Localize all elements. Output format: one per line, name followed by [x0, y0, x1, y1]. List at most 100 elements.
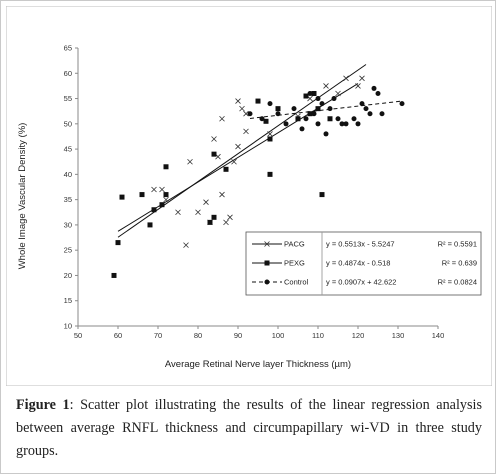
point-pacg	[335, 90, 341, 97]
point-control	[399, 101, 405, 107]
point-control	[355, 121, 361, 127]
point-pexg	[303, 93, 309, 99]
point-control	[359, 101, 365, 107]
point-control	[327, 106, 333, 112]
point-pexg	[307, 111, 313, 117]
caption-label: Figure 1	[16, 397, 70, 413]
y-tick-label: 60	[64, 69, 72, 78]
y-tick-label: 45	[64, 145, 72, 154]
point-control	[283, 121, 289, 127]
point-control	[343, 121, 349, 127]
point-control	[363, 106, 369, 112]
point-pacg	[211, 136, 217, 142]
legend-series-name: PEXG	[284, 259, 305, 268]
point-control	[331, 96, 337, 102]
point-control	[315, 121, 321, 127]
x-tick-label: 110	[312, 331, 324, 340]
point-pexg	[111, 272, 117, 278]
point-control	[311, 111, 317, 117]
x-tick-label: 70	[154, 331, 162, 340]
y-tick-label: 25	[64, 246, 72, 255]
legend-equation: y = 0.4874x - 0.518	[326, 259, 390, 268]
point-pacg	[227, 214, 233, 221]
x-tick-label: 60	[114, 331, 122, 340]
point-pacg	[195, 209, 201, 216]
point-pacg	[235, 143, 241, 150]
legend-equation: y = 0.0907x + 42.622	[326, 278, 396, 287]
point-pexg	[263, 118, 269, 124]
point-pexg	[223, 166, 229, 172]
y-tick-label: 30	[64, 220, 72, 229]
x-tick-label: 50	[74, 331, 82, 340]
y-tick-label: 35	[64, 195, 72, 204]
point-pacg	[187, 158, 193, 165]
point-pacg	[323, 83, 329, 89]
point-pexg	[163, 164, 169, 170]
x-axis-label: Average Retinal Nerve layer Thickness (µ…	[165, 359, 351, 370]
y-tick-label: 15	[64, 296, 72, 305]
y-tick-label: 55	[64, 94, 72, 103]
point-pacg	[343, 75, 349, 82]
point-pexg	[207, 219, 213, 225]
point-control	[379, 111, 385, 117]
trendline-control	[249, 100, 403, 119]
legend: PACG y = 0.5513x - 5.5247 R² = 0.5591 PEXG y…	[245, 231, 482, 296]
x-tick-label: 100	[272, 331, 285, 340]
point-pexg	[319, 192, 325, 198]
point-control	[375, 90, 381, 96]
x-tick-label: 130	[392, 331, 405, 340]
point-pacg	[159, 186, 165, 193]
figure-caption: Figure 1: Scatter plot illustrating the …	[16, 394, 482, 463]
legend-series-name: Control	[284, 278, 309, 287]
point-pacg	[355, 83, 361, 89]
y-tick-label: 20	[64, 271, 72, 280]
point-control	[351, 116, 357, 122]
legend-series-name: PACG	[284, 240, 305, 249]
point-pacg	[231, 158, 237, 165]
chart-border	[6, 6, 492, 386]
point-control	[323, 131, 329, 137]
point-pacg	[219, 191, 225, 198]
trendline-pacg	[117, 64, 367, 238]
point-control	[307, 90, 313, 96]
point-control	[267, 101, 273, 107]
legend-marker-x	[264, 241, 270, 247]
caption-text: : Scatter plot illustrating the results …	[16, 397, 482, 459]
y-axis-label: Whole Image Vascular Density (%)	[17, 123, 28, 270]
point-control	[335, 116, 341, 122]
y-tick-label: 50	[64, 119, 72, 128]
point-pexg	[267, 171, 273, 177]
point-pexg	[315, 106, 321, 112]
point-control	[339, 121, 345, 127]
x-tick-label: 80	[194, 331, 202, 340]
point-control	[367, 111, 373, 117]
point-pacg	[239, 105, 245, 112]
legend-r2: R² = 0.639	[442, 259, 477, 268]
axes: 50 60 70 80 90 100 110 120 130 140 10 15 20 25 30 35 40 4…	[64, 44, 445, 341]
point-pacg	[203, 199, 209, 205]
point-pexg	[211, 151, 217, 157]
y-tick-label: 10	[64, 322, 72, 331]
legend-marker-circle	[264, 279, 270, 285]
legend-equation: y = 0.5513x - 5.5247	[326, 240, 395, 249]
legend-box	[245, 231, 482, 296]
point-pacg	[219, 115, 225, 122]
legend-r2: R² = 0.0824	[438, 278, 477, 287]
x-tick-label: 140	[432, 331, 445, 340]
point-pacg	[163, 196, 169, 203]
point-control	[275, 111, 281, 117]
point-pacg	[235, 98, 241, 104]
x-tick-label: 120	[352, 331, 365, 340]
point-control	[319, 101, 325, 107]
point-pacg	[175, 209, 181, 216]
point-control	[371, 85, 377, 91]
point-control	[291, 106, 297, 112]
point-pacg	[243, 110, 249, 117]
legend-r2: R² = 0.5591	[438, 240, 477, 249]
x-tick-label: 90	[234, 331, 242, 340]
point-pexg	[147, 222, 153, 228]
point-pexg	[119, 194, 125, 200]
point-pexg	[139, 192, 145, 198]
point-control	[303, 116, 309, 122]
point-pexg	[159, 202, 165, 208]
